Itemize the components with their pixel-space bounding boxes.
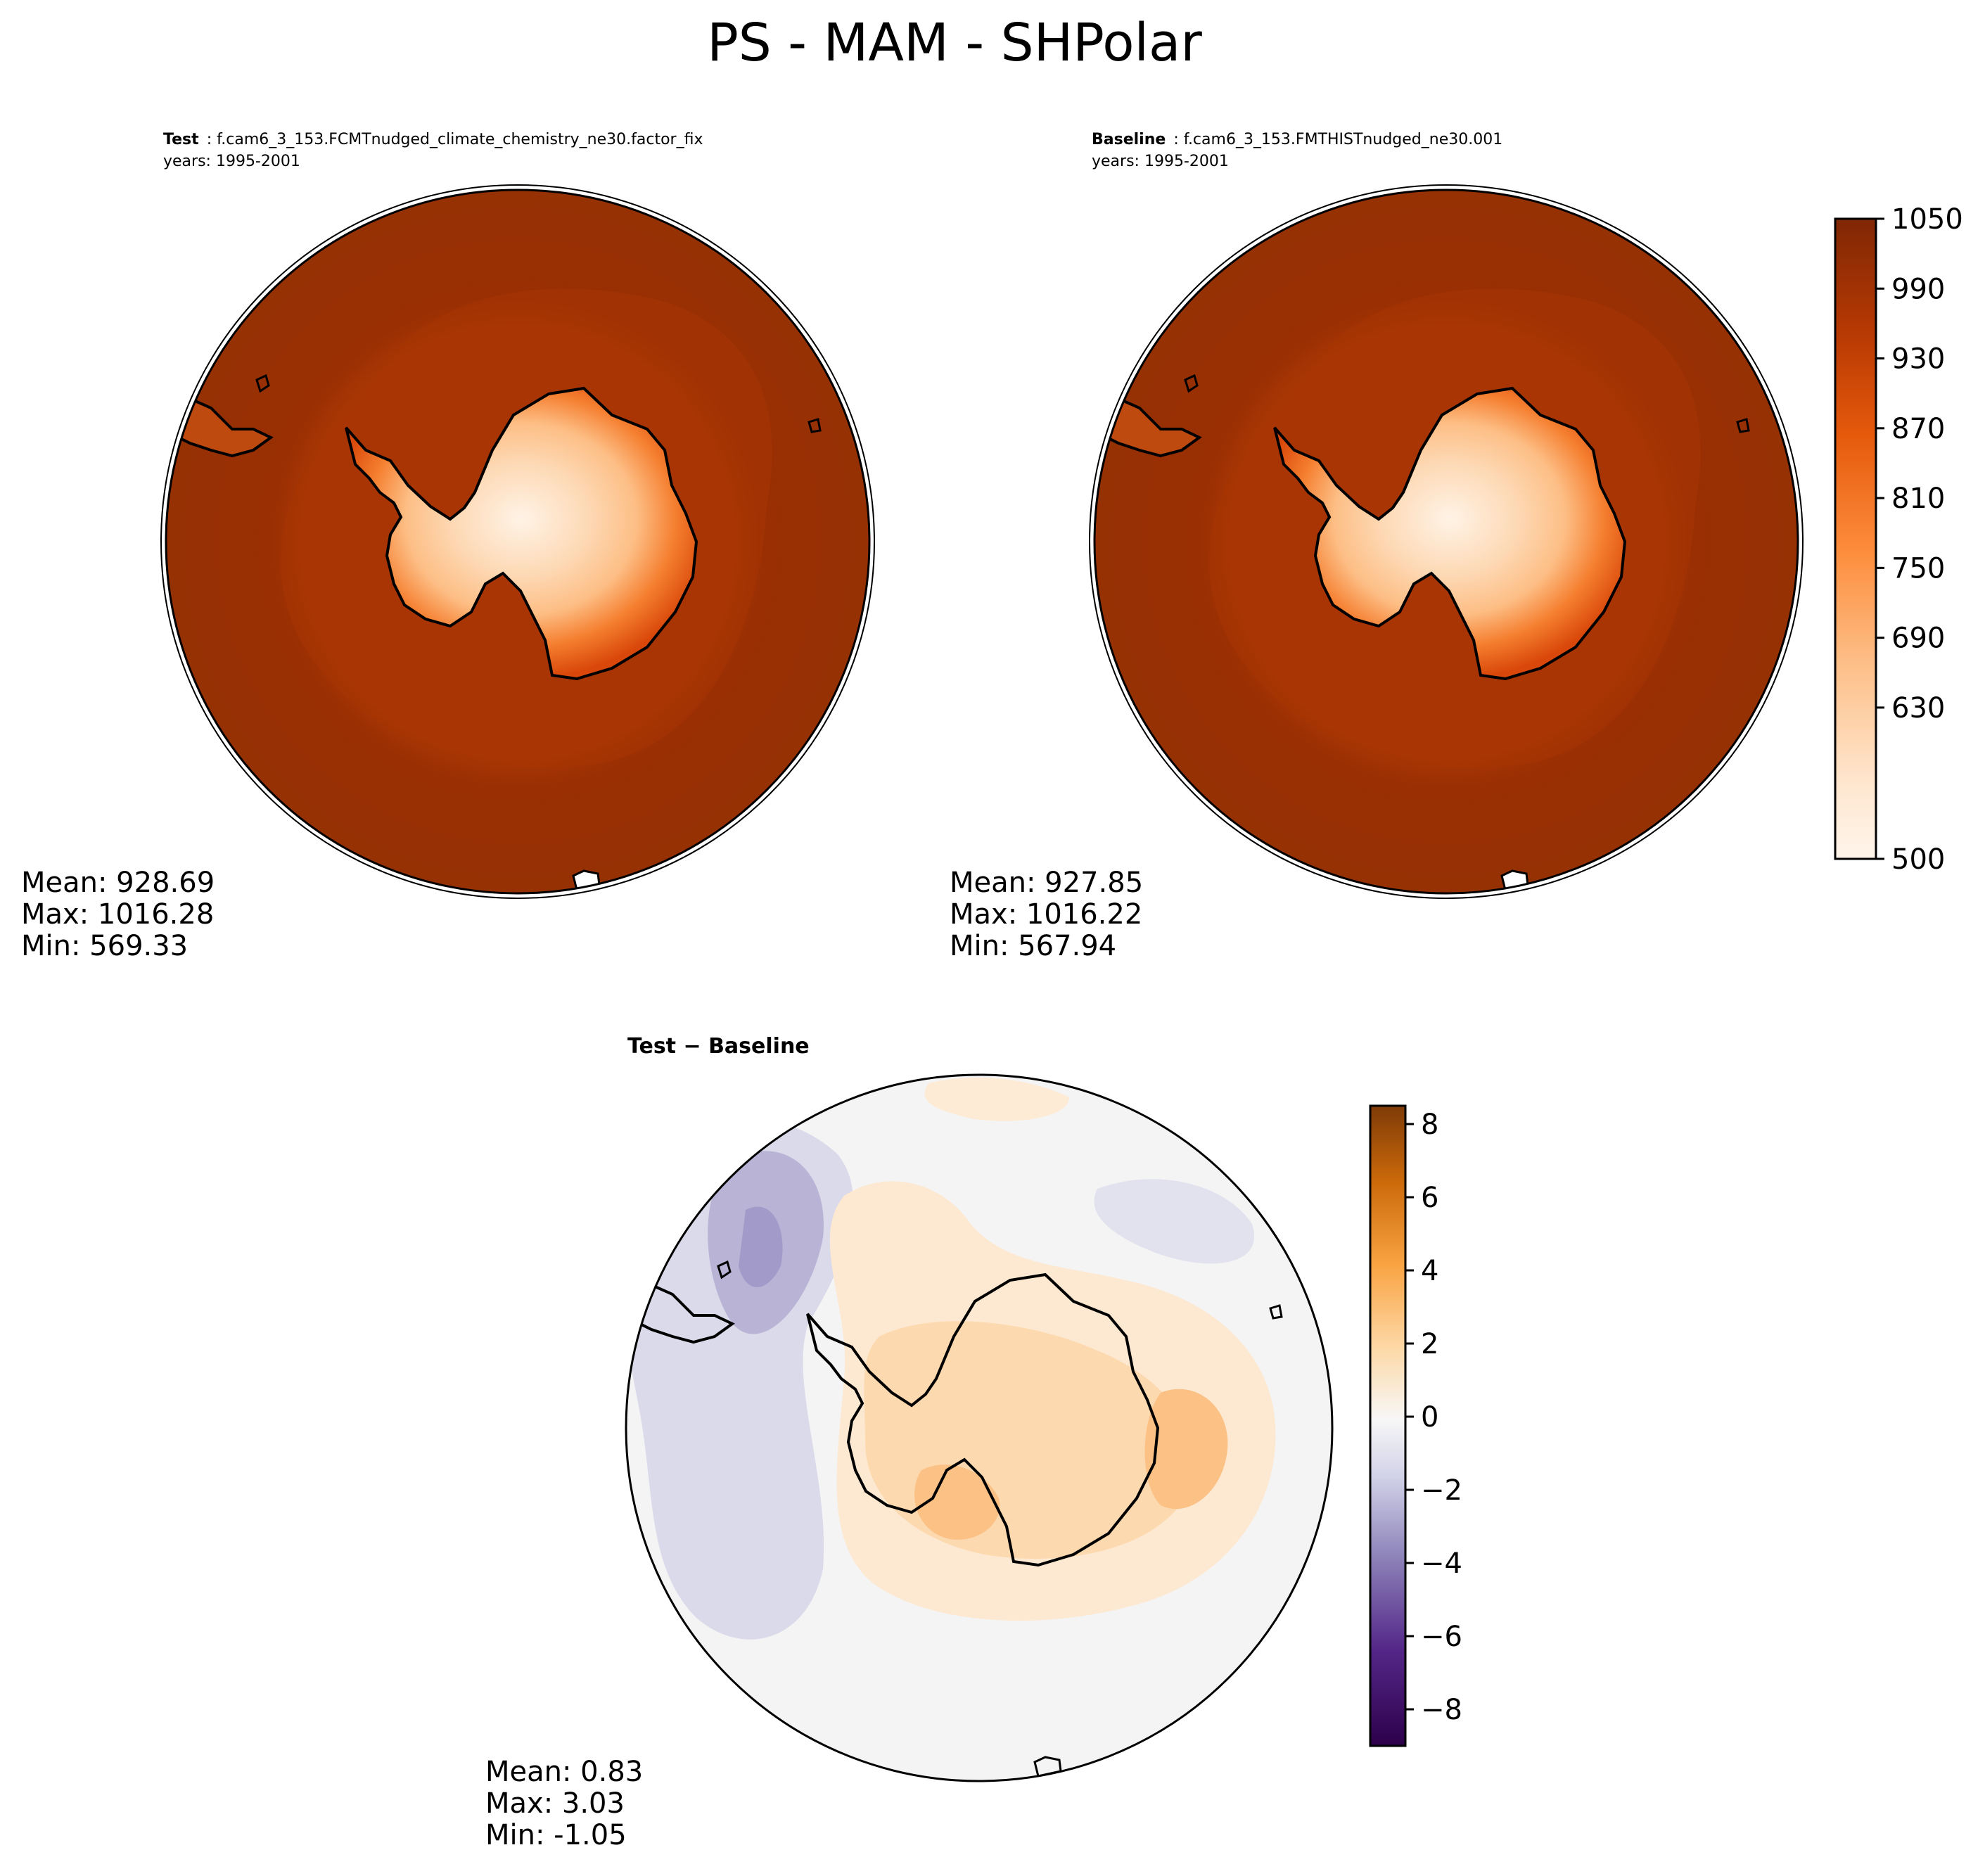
baseline-map <box>1094 190 1798 893</box>
difference-colorbar-tick-label: −6 <box>1421 1621 1462 1653</box>
main-colorbar-tick-label: 1050 <box>1891 203 1963 236</box>
main-colorbar-tick-label: 750 <box>1891 552 1945 585</box>
test-caption: Test : f.cam6_3_153.FCMTnudged_climate_c… <box>163 131 703 148</box>
main-colorbar-tick-label: 630 <box>1891 692 1945 725</box>
test-case-name: : <box>207 131 217 148</box>
figure-title: PS - MAM - SHPolar <box>707 13 1202 73</box>
main-colorbar-tick-label: 870 <box>1891 413 1945 445</box>
main-colorbar-ramp <box>1834 217 1877 860</box>
baseline-case: f.cam6_3_153.FMTHISTnudged_ne30.001 <box>1184 131 1502 148</box>
difference-title-sep: − <box>676 1034 708 1059</box>
difference-title-left: Test <box>627 1034 676 1059</box>
main-colorbar-tick-label: 690 <box>1891 623 1945 655</box>
difference-colorbar-tick-label: −4 <box>1421 1548 1462 1580</box>
difference-colorbar-tick-label: −2 <box>1421 1474 1462 1507</box>
difference-colorbar-tick-label: 4 <box>1421 1255 1438 1287</box>
main-colorbar-tick-label: 930 <box>1891 343 1945 376</box>
difference-colorbar-tick-label: 6 <box>1421 1182 1438 1214</box>
baseline-label: Baseline <box>1092 131 1166 148</box>
difference-title: Test − Baseline <box>627 1034 810 1059</box>
baseline-mean: Mean: 927.85 <box>950 867 1143 899</box>
difference-mean: Mean: 0.83 <box>485 1756 643 1788</box>
baseline-years: years: 1995-2001 <box>1092 153 1229 170</box>
difference-min: Min: -1.05 <box>485 1819 627 1851</box>
main-colorbar-tick-label: 500 <box>1891 843 1945 876</box>
test-antarctica-fill <box>345 386 698 681</box>
baseline-max: Max: 1016.22 <box>950 898 1142 931</box>
difference-panel: Test − Baseline Mean: 0.83 Max: 3.0 <box>485 1034 1334 1851</box>
test-years: years: 1995-2001 <box>163 153 300 170</box>
test-case: f.cam6_3_153.FCMTnudged_climate_chemistr… <box>217 131 703 148</box>
difference-title-right: Baseline <box>708 1034 810 1059</box>
difference-max: Max: 3.03 <box>485 1787 625 1820</box>
main-colorbar-tick-label: 990 <box>1891 273 1945 305</box>
difference-colorbar-tick-label: 2 <box>1421 1328 1438 1360</box>
baseline-antarctica-fill <box>1273 386 1627 681</box>
test-label: Test <box>163 131 199 148</box>
difference-colorbar-tick-label: 0 <box>1421 1401 1438 1434</box>
difference-colorbar: 8 6 4 2 0 −2 −4 −6 −8 <box>1369 1104 1462 1747</box>
difference-map <box>626 1075 1332 1781</box>
baseline-min: Min: 567.94 <box>950 930 1116 962</box>
main-colorbar-ticks: 1050 990 930 870 810 750 690 630 500 <box>1876 203 1963 876</box>
baseline-panel: Baseline : f.cam6_3_153.FMTHISTnudged_ne… <box>950 131 1804 962</box>
difference-colorbar-tick-label: 8 <box>1421 1109 1438 1141</box>
main-colorbar: 1050 990 930 870 810 750 690 630 500 <box>1834 203 1963 876</box>
difference-colorbar-tick-label: −8 <box>1421 1694 1462 1726</box>
main-colorbar-tick-label: 810 <box>1891 483 1945 515</box>
difference-colorbar-ramp <box>1369 1104 1407 1747</box>
difference-antarctica-outline <box>806 1272 1160 1567</box>
baseline-caption: Baseline : f.cam6_3_153.FMTHISTnudged_ne… <box>1092 131 1502 148</box>
test-mean: Mean: 928.69 <box>21 867 215 899</box>
test-map <box>166 190 869 893</box>
difference-colorbar-ticks: 8 6 4 2 0 −2 −4 −6 −8 <box>1405 1109 1462 1726</box>
test-max: Max: 1016.28 <box>21 898 214 931</box>
test-min: Min: 569.33 <box>21 930 188 962</box>
test-panel: Test : f.cam6_3_153.FCMTnudged_climate_c… <box>21 131 875 962</box>
